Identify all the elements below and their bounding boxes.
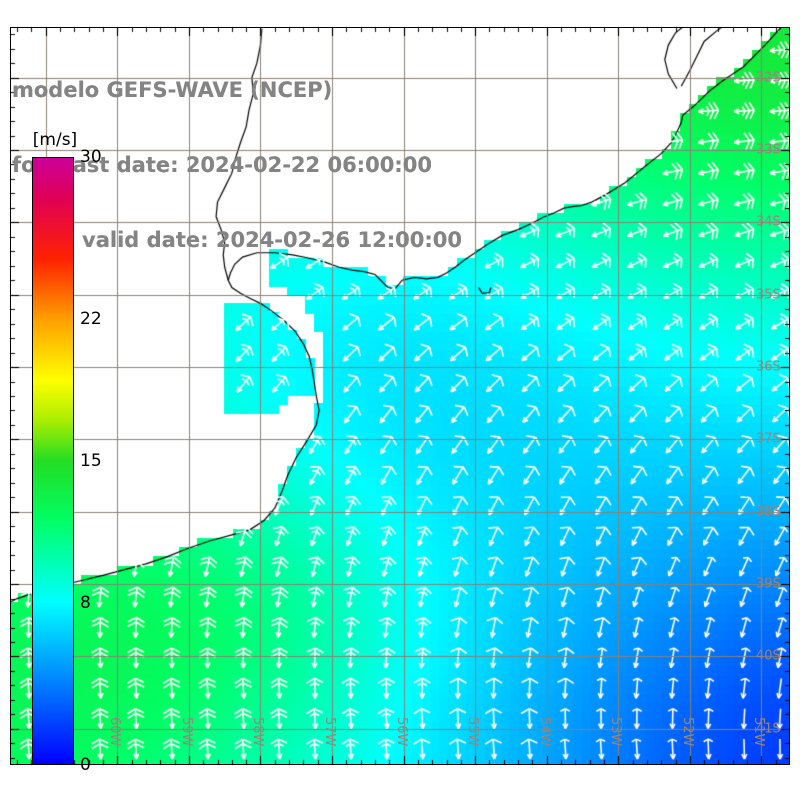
longitude-label-57W: 57W [322,717,338,747]
latitude-label-36S: 36S [756,359,781,375]
latitude-label-32S: 32S [756,70,781,86]
latitude-label-37S: 37S [756,431,781,447]
colorbar-unit-label: [m/s] [32,130,78,150]
latitude-label-34S: 34S [756,214,781,230]
colorbar-tick-8: 8 [80,592,91,613]
longitude-label-54W: 54W [536,717,552,747]
longitude-label-53W: 53W [608,717,624,747]
model-title: modelo GEFS-WAVE (NCEP) [12,78,333,102]
colorbar-tick-0: 0 [80,755,91,775]
latitude-label-39S: 39S [756,576,781,592]
latitude-label-38S: 38S [756,504,781,520]
latitude-label-35S: 35S [756,287,781,303]
longitude-label-59W: 59W [178,717,194,747]
longitude-label-55W: 55W [465,717,481,747]
valid-date: valid date: 2024-02-26 12:00:00 [82,228,462,252]
latitude-label-40S: 40S [756,648,781,664]
longitude-label-60W: 60W [107,717,123,747]
colorbar-gradient [33,158,73,764]
colorbar-tick-22: 22 [80,309,102,330]
colorbar-tick-15: 15 [80,451,102,471]
latitude-label-33S: 33S [756,142,781,158]
colorbar[interactable] [32,157,74,765]
longitude-label-56W: 56W [393,717,409,747]
longitude-label-52W: 52W [679,717,695,747]
latitude-label-41S: 41S [756,721,781,737]
longitude-label-51W: 51W [751,717,767,747]
longitude-label-58W: 58W [250,717,266,747]
colorbar-tick-30: 30 [80,147,102,167]
